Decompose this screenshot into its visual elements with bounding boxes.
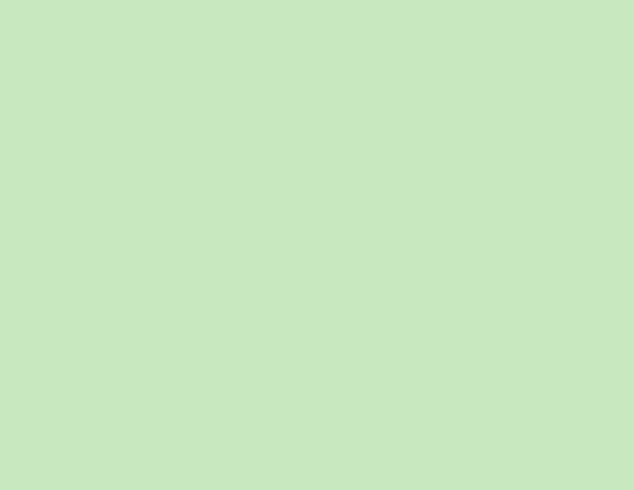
Text: 1022: 1022 [59, 358, 81, 367]
Text: 1012: 1012 [100, 97, 120, 105]
Text: 1007: 1007 [279, 20, 301, 29]
Text: 1021: 1021 [320, 411, 340, 419]
Text: 1021: 1021 [410, 373, 430, 382]
Text: 1013: 1013 [529, 196, 551, 204]
Polygon shape [550, 398, 634, 458]
Text: 1008: 1008 [59, 37, 81, 46]
Text: 1009: 1009 [479, 49, 501, 58]
Text: 1020: 1020 [369, 391, 391, 399]
Text: Surface pressure [hPa] ECMWF: Surface pressure [hPa] ECMWF [4, 469, 179, 479]
Text: 1018: 1018 [100, 291, 120, 300]
Text: 1007: 1007 [469, 18, 491, 27]
Text: 1017: 1017 [429, 270, 451, 279]
Text: 1020: 1020 [64, 322, 86, 331]
Text: 1020: 1020 [329, 334, 351, 343]
Text: 1019: 1019 [419, 297, 441, 306]
Text: 1010: 1010 [109, 66, 131, 75]
Text: 1016: 1016 [79, 260, 101, 269]
Text: 1026: 1026 [24, 432, 46, 441]
Text: 1021: 1021 [294, 370, 316, 379]
Polygon shape [590, 378, 634, 443]
Text: 1013: 1013 [49, 212, 71, 221]
Polygon shape [540, 28, 634, 53]
Text: © weatheronline.co.uk: © weatheronline.co.uk [507, 477, 630, 487]
Text: 1022: 1022 [329, 364, 351, 372]
Text: 1016: 1016 [439, 254, 461, 263]
Text: 1012: 1012 [549, 97, 571, 106]
Text: 1014: 1014 [410, 226, 430, 235]
Text: 1021: 1021 [64, 340, 86, 348]
Text: 1009: 1009 [219, 51, 241, 60]
Text: 1008: 1008 [230, 37, 251, 46]
Text: 1009: 1009 [69, 52, 91, 61]
Text: 1008: 1008 [489, 34, 511, 43]
Polygon shape [350, 0, 634, 43]
Polygon shape [174, 91, 224, 198]
Text: 1011: 1011 [89, 81, 111, 91]
Text: 1007: 1007 [100, 22, 120, 31]
Text: Mo 03-06-2024 18:00 UTC (12+06): Mo 03-06-2024 18:00 UTC (12+06) [436, 463, 630, 473]
Text: 1019: 1019 [55, 304, 75, 314]
Text: 1022: 1022 [349, 427, 371, 436]
Polygon shape [305, 2, 383, 188]
Text: 1014: 1014 [64, 229, 86, 239]
Text: 1015: 1015 [399, 243, 421, 252]
Text: 1019: 1019 [499, 411, 521, 420]
Text: 1013: 1013 [219, 217, 241, 226]
Text: 1017: 1017 [69, 274, 91, 284]
